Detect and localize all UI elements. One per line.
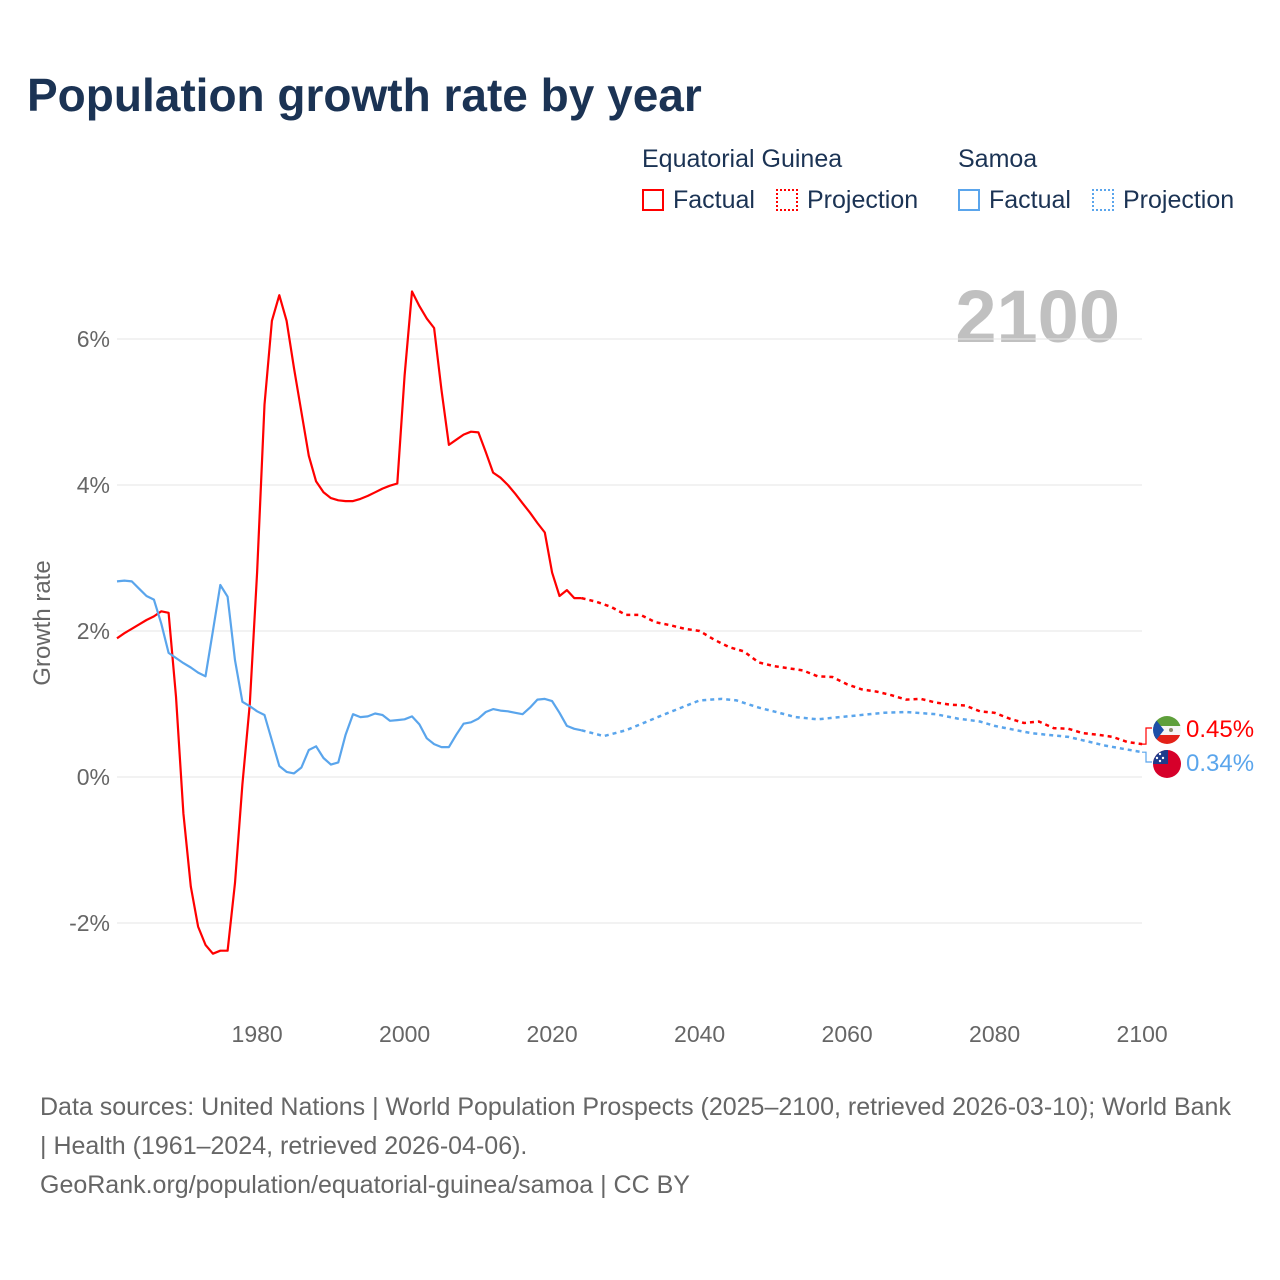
legend-label-projection-eq[interactable]: Projection xyxy=(807,186,919,214)
series-line-factual-0 xyxy=(116,290,582,955)
y-tick-label: 4% xyxy=(77,472,110,498)
y-tick-label: -2% xyxy=(69,910,110,936)
x-tick-label: 2020 xyxy=(527,1021,578,1047)
end-value-label: 0.34% xyxy=(1186,750,1254,777)
legend-country-samoa: Samoa xyxy=(958,145,1038,173)
flag-equatorial-guinea-icon xyxy=(1153,716,1181,744)
flag-star xyxy=(1155,756,1159,760)
y-tick-label: 2% xyxy=(77,618,110,644)
x-tick-label: 2060 xyxy=(822,1021,873,1047)
legend-label-projection-samoa[interactable]: Projection xyxy=(1123,186,1235,214)
year-watermark: 2100 xyxy=(955,275,1120,358)
series-line-factual-1 xyxy=(116,579,582,775)
x-tick-label: 1980 xyxy=(232,1021,283,1047)
y-tick-label: 0% xyxy=(77,764,110,790)
footer-sources: Data sources: United Nations | World Pop… xyxy=(40,1093,1231,1160)
legend-swatch-factual-eq xyxy=(642,189,664,211)
series-line-projection-1 xyxy=(581,697,1143,754)
plot-area: 2100 Growth rate -2% 0% 2% 4% 6% 1980 2000 2020… xyxy=(29,275,1254,1047)
legend-label-factual-eq[interactable]: Factual xyxy=(673,186,755,214)
end-connector xyxy=(1142,727,1152,745)
end-value-label: 0.45% xyxy=(1186,716,1254,743)
flag-star xyxy=(1161,756,1165,760)
flag-triangle xyxy=(1153,716,1164,744)
footer-credit[interactable]: GeoRank.org/population/equatorial-guinea… xyxy=(40,1171,690,1199)
legend-swatch-factual-samoa xyxy=(958,189,980,211)
flag-star xyxy=(1158,759,1162,763)
x-tick-label: 2080 xyxy=(969,1021,1020,1047)
y-axis-label: Growth rate xyxy=(29,560,56,685)
legend-country-equatorial-guinea: Equatorial Guinea xyxy=(642,145,843,173)
legend-label-factual-samoa[interactable]: Factual xyxy=(989,186,1071,214)
flag-body xyxy=(1153,750,1181,778)
flag-stripe xyxy=(1153,716,1181,726)
legend-swatch-projection-samoa xyxy=(1092,189,1114,211)
y-tick-label: 6% xyxy=(77,326,110,352)
flag-star xyxy=(1158,752,1162,756)
series-line-projection-0 xyxy=(581,596,1143,746)
end-connector xyxy=(1142,751,1152,763)
flag-samoa-icon xyxy=(1153,750,1181,778)
chart-title: Population growth rate by year xyxy=(27,69,702,121)
legend-swatch-projection-eq xyxy=(776,189,798,211)
flag-body xyxy=(1153,716,1181,744)
x-tick-label: 2100 xyxy=(1117,1021,1168,1047)
flag-stripe xyxy=(1153,726,1181,735)
x-tick-label: 2040 xyxy=(674,1021,725,1047)
flag-stripe xyxy=(1153,735,1181,744)
footer: Data sources: United Nations | World Pop… xyxy=(40,1088,1240,1205)
flag-emblem xyxy=(1169,728,1173,732)
x-tick-label: 2000 xyxy=(379,1021,430,1047)
